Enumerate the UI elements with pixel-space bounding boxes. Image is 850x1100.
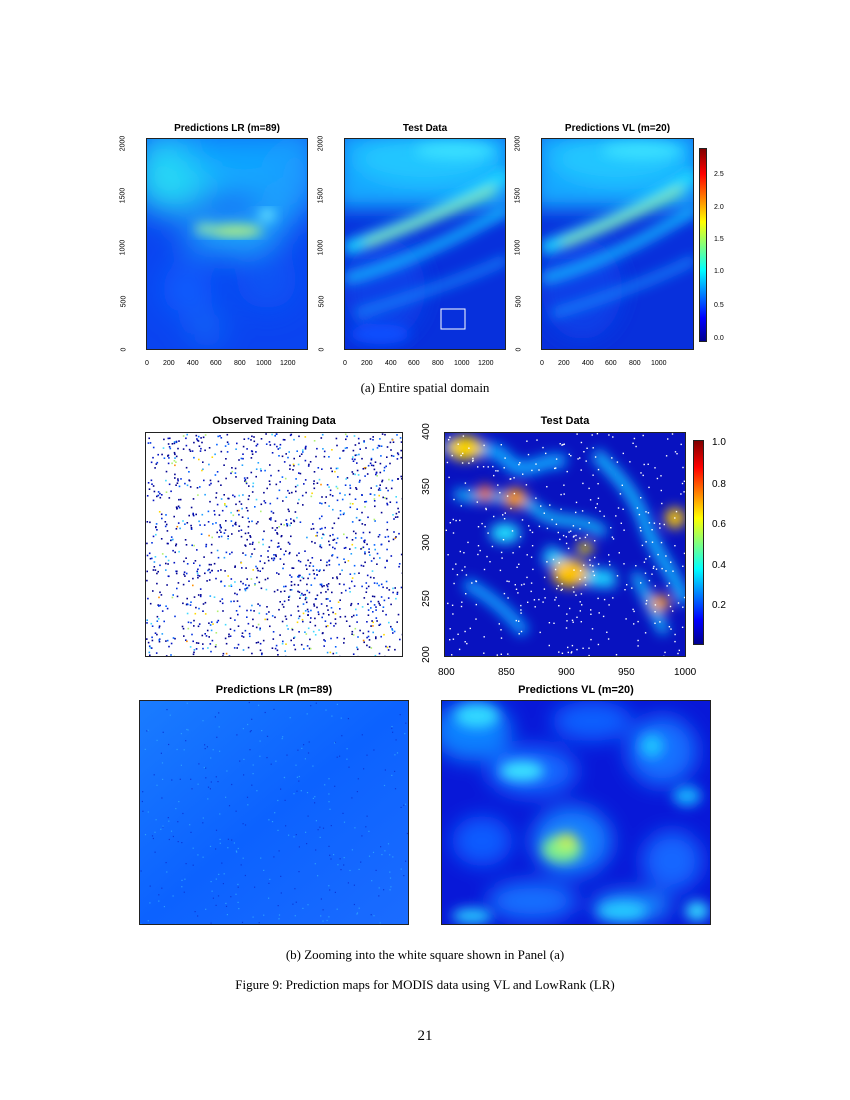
y-tick: 500 xyxy=(515,295,523,308)
plot-title-test-a: Test Data xyxy=(402,123,448,134)
plot-title-vl-b: Predictions VL (m=20) xyxy=(518,684,634,696)
plot-title-observed: Observed Training Data xyxy=(212,415,336,427)
colorbar-a xyxy=(699,148,707,342)
map-observed-training xyxy=(145,432,403,657)
page-number: 21 xyxy=(417,1028,433,1044)
colorbar-a-tick: 0.5 xyxy=(714,302,724,309)
colorbar-b-tick: 1.0 xyxy=(712,437,726,448)
y-tick: 250 xyxy=(420,590,432,607)
y-tick: 1000 xyxy=(317,239,325,256)
y-tick: 500 xyxy=(120,295,128,308)
colorbar-a-tick: 2.0 xyxy=(714,204,724,211)
map-predictions-lr-zoom xyxy=(139,700,409,925)
x-tick: 600 xyxy=(210,360,222,367)
y-tick: 200 xyxy=(420,646,432,663)
plot-title-vl-a: Predictions VL (m=20) xyxy=(564,123,671,134)
x-tick: 0 xyxy=(145,360,149,367)
colorbar-a-tick: 1.5 xyxy=(714,236,724,243)
zoom-square-marker xyxy=(440,308,466,330)
x-tick: 0 xyxy=(343,360,347,367)
x-tick: 800 xyxy=(629,360,641,367)
map-predictions-vl-full xyxy=(541,138,694,350)
y-tick: 350 xyxy=(420,478,432,495)
y-tick: 0 xyxy=(318,347,326,352)
figure-caption: Figure 9: Prediction maps for MODIS data… xyxy=(235,977,615,992)
colorbar-a-tick: 2.5 xyxy=(714,171,724,178)
caption-panel-a: (a) Entire spatial domain xyxy=(360,380,490,395)
x-tick: 850 xyxy=(498,667,515,678)
colorbar-b-tick: 0.6 xyxy=(712,519,726,530)
x-tick: 1200 xyxy=(280,360,296,367)
x-tick: 0 xyxy=(540,360,544,367)
y-tick: 400 xyxy=(420,423,432,440)
y-tick: 2000 xyxy=(317,135,325,152)
y-tick: 1000 xyxy=(119,239,127,256)
map-test-data-zoom xyxy=(444,432,686,657)
x-tick: 400 xyxy=(385,360,397,367)
x-tick: 950 xyxy=(618,667,635,678)
map-test-data-full xyxy=(344,138,506,350)
colorbar-a-tick: 1.0 xyxy=(714,268,724,275)
colorbar-b-tick: 0.8 xyxy=(712,479,726,490)
plot-title-lr-a: Predictions LR (m=89) xyxy=(174,123,280,134)
plot-title-test-b: Test Data xyxy=(540,415,590,427)
x-tick: 400 xyxy=(187,360,199,367)
x-tick: 200 xyxy=(558,360,570,367)
y-tick: 1500 xyxy=(514,187,522,204)
y-tick: 0 xyxy=(120,347,128,352)
x-tick: 800 xyxy=(234,360,246,367)
x-tick: 1000 xyxy=(674,667,697,678)
colorbar-b-tick: 0.4 xyxy=(712,560,726,571)
x-tick: 400 xyxy=(582,360,594,367)
colorbar-b-tick: 0.2 xyxy=(712,600,726,611)
colorbar-a-tick: 0.0 xyxy=(714,335,724,342)
x-tick: 600 xyxy=(605,360,617,367)
x-tick: 600 xyxy=(408,360,420,367)
map-predictions-vl-zoom xyxy=(441,700,711,925)
y-tick: 2000 xyxy=(119,135,127,152)
x-tick: 1000 xyxy=(256,360,272,367)
plot-title-lr-b: Predictions LR (m=89) xyxy=(215,684,333,696)
map-predictions-lr-full xyxy=(146,138,308,350)
y-tick: 2000 xyxy=(514,135,522,152)
y-tick: 1500 xyxy=(317,187,325,204)
y-tick: 0 xyxy=(515,347,523,352)
x-tick: 200 xyxy=(163,360,175,367)
x-tick: 1200 xyxy=(478,360,494,367)
y-tick: 1000 xyxy=(514,239,522,256)
y-tick: 1500 xyxy=(119,187,127,204)
x-tick: 200 xyxy=(361,360,373,367)
x-tick: 1000 xyxy=(454,360,470,367)
caption-panel-b: (b) Zooming into the white square shown … xyxy=(285,947,565,962)
x-tick: 1000 xyxy=(651,360,667,367)
y-tick: 300 xyxy=(420,534,432,551)
colorbar-b xyxy=(693,440,704,645)
x-tick: 800 xyxy=(432,360,444,367)
y-tick: 500 xyxy=(318,295,326,308)
x-tick: 800 xyxy=(438,667,455,678)
x-tick: 900 xyxy=(558,667,575,678)
